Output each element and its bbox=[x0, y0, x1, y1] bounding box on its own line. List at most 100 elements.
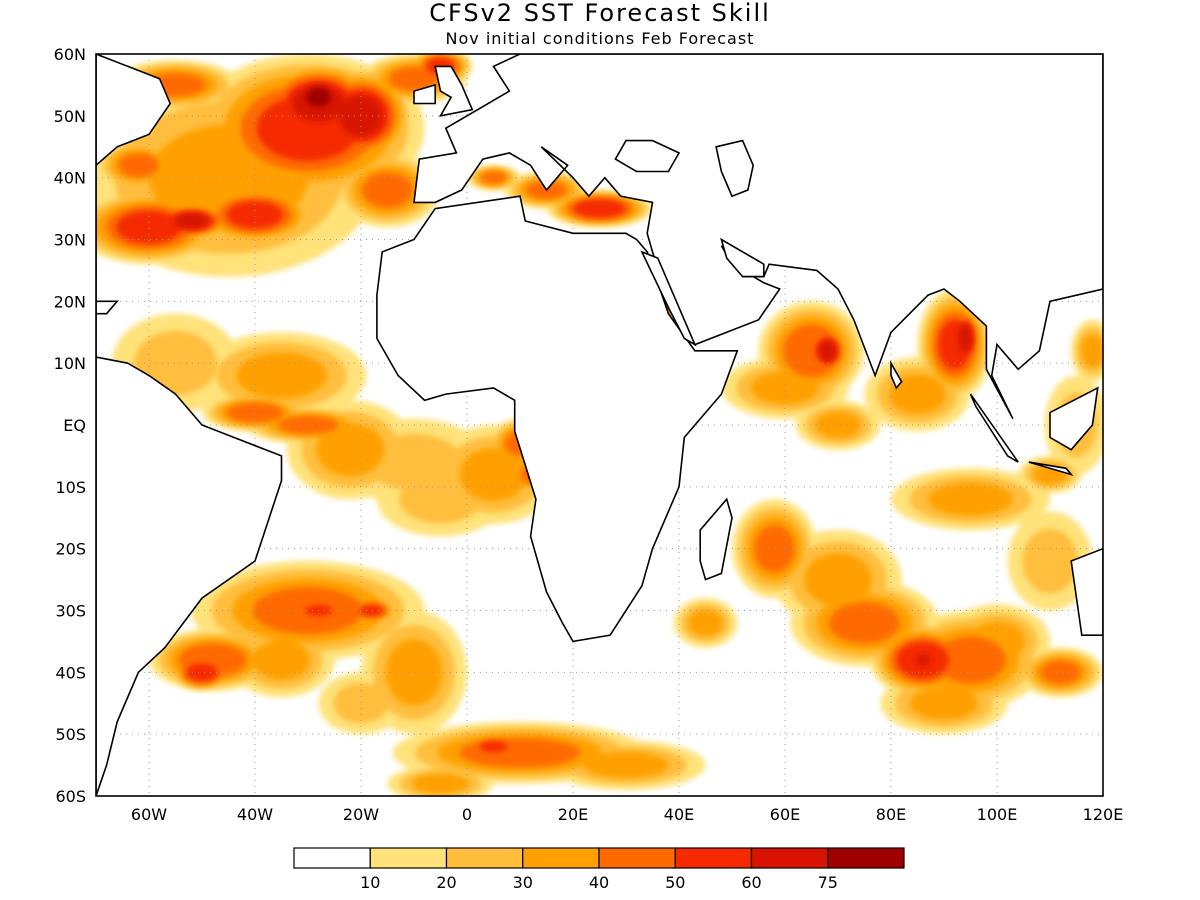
skill-blob bbox=[359, 605, 384, 616]
black-sea bbox=[614, 139, 681, 173]
skill-blob bbox=[277, 416, 339, 434]
lat-label: 10N bbox=[54, 354, 86, 373]
skill-blob bbox=[583, 751, 669, 779]
colorbar-swatch bbox=[522, 847, 600, 869]
lat-label: 50S bbox=[55, 725, 86, 744]
australia bbox=[1070, 547, 1103, 636]
skill-blob bbox=[573, 199, 626, 218]
persian-gulf bbox=[720, 237, 765, 278]
skill-blob bbox=[1081, 334, 1103, 368]
lon-label: 120E bbox=[1083, 805, 1124, 824]
skill-blob bbox=[935, 636, 1006, 684]
skill-blob bbox=[1040, 660, 1081, 685]
skill-blob bbox=[804, 553, 872, 607]
eurasia bbox=[413, 54, 1103, 420]
lat-label: 40S bbox=[55, 663, 86, 682]
lat-label: 30N bbox=[54, 231, 86, 250]
skill-blob bbox=[226, 402, 284, 423]
skill-blob bbox=[480, 171, 507, 184]
colorbar-swatch bbox=[674, 847, 753, 869]
lon-label: 20W bbox=[343, 805, 379, 824]
skill-blob bbox=[186, 663, 218, 682]
lon-label: 60E bbox=[770, 805, 800, 824]
sumatra bbox=[969, 393, 1019, 463]
colorbar-swatch bbox=[369, 847, 448, 869]
skill-level-7 bbox=[306, 87, 332, 108]
skill-blob bbox=[818, 340, 837, 362]
skill-blob bbox=[227, 201, 283, 229]
skill-blob bbox=[116, 210, 182, 244]
colorbar-labels: 10 20 30 40 50 60 75 bbox=[360, 873, 838, 892]
lat-label: 20N bbox=[54, 292, 86, 311]
lon-label: 40E bbox=[664, 805, 694, 824]
lat-label: 50N bbox=[54, 107, 86, 126]
colorbar-level-label: 50 bbox=[665, 873, 685, 892]
great-britain bbox=[434, 65, 474, 117]
lat-label: 20S bbox=[55, 540, 86, 559]
colorbar-swatch bbox=[827, 847, 905, 869]
skill-blob bbox=[928, 482, 1013, 516]
skill-blob bbox=[910, 686, 978, 720]
skill-blob bbox=[316, 423, 385, 477]
colorbar-swatch bbox=[598, 847, 676, 869]
colorbar-swatch bbox=[445, 847, 524, 869]
skill-blob bbox=[362, 172, 413, 208]
colorbar-level-label: 60 bbox=[741, 873, 761, 892]
skill-blob bbox=[306, 87, 332, 108]
colorbar-level-label: 40 bbox=[589, 873, 609, 892]
red-sea bbox=[640, 250, 697, 347]
hispaniola bbox=[96, 300, 119, 315]
lat-label: 60N bbox=[54, 45, 86, 64]
caspian-sea bbox=[715, 139, 755, 198]
lat-label: 10S bbox=[55, 478, 86, 497]
lat-label: 40N bbox=[54, 169, 86, 188]
lon-label: 80E bbox=[876, 805, 906, 824]
lat-label: 30S bbox=[55, 602, 86, 621]
skill-blob bbox=[1022, 528, 1078, 594]
colorbar bbox=[293, 847, 905, 869]
lat-label: EQ bbox=[63, 416, 86, 435]
skill-shading bbox=[96, 54, 1103, 796]
skill-blob bbox=[173, 213, 210, 229]
sri-lanka bbox=[890, 360, 903, 390]
colorbar-level-label: 20 bbox=[436, 873, 456, 892]
skill-blob bbox=[915, 654, 931, 666]
skill-blob bbox=[118, 153, 159, 178]
skill-blob bbox=[688, 609, 723, 637]
colorbar-swatch bbox=[293, 847, 371, 869]
map-frame bbox=[95, 53, 1104, 797]
coastlines bbox=[96, 54, 1103, 796]
skill-blob bbox=[399, 475, 482, 524]
skill-blob bbox=[815, 411, 861, 439]
skill-blob bbox=[412, 773, 469, 794]
latitude-labels: 60N 50N 40N 30N 20N 10N EQ 10S 20S 30S 40S 50S 60S bbox=[54, 45, 86, 806]
colorbar-level-label: 10 bbox=[360, 873, 380, 892]
africa bbox=[376, 195, 739, 643]
skill-blob bbox=[751, 371, 819, 405]
longitude-labels: 60W 40W 20W 0 20E 40E 60E 80E 100E 120E bbox=[131, 805, 1123, 824]
colorbar-swatch bbox=[750, 847, 829, 869]
ireland bbox=[413, 83, 436, 105]
borneo bbox=[1049, 386, 1099, 451]
map-subtitle: Nov initial conditions Feb Forecast bbox=[445, 29, 755, 48]
colorbar-level-label: 75 bbox=[818, 873, 838, 892]
lon-label: 40W bbox=[237, 805, 273, 824]
lon-label: 100E bbox=[977, 805, 1018, 824]
skill-blob bbox=[333, 683, 389, 724]
lat-label: 60S bbox=[55, 787, 86, 806]
skill-blob bbox=[236, 352, 327, 399]
skill-blob bbox=[253, 640, 310, 680]
madagascar bbox=[699, 497, 733, 581]
java bbox=[1028, 461, 1074, 477]
skill-blob bbox=[479, 741, 508, 752]
skill-blob bbox=[957, 324, 973, 353]
lon-label: 0 bbox=[462, 805, 472, 824]
skill-blob bbox=[829, 602, 900, 644]
skill-blob bbox=[889, 374, 946, 414]
lon-label: 20E bbox=[558, 805, 588, 824]
skill-blob bbox=[459, 448, 528, 501]
lon-label: 60W bbox=[131, 805, 167, 824]
map-title: CFSv2 SST Forecast Skill bbox=[429, 0, 771, 27]
south-america bbox=[96, 165, 283, 796]
colorbar-level-label: 30 bbox=[513, 873, 533, 892]
